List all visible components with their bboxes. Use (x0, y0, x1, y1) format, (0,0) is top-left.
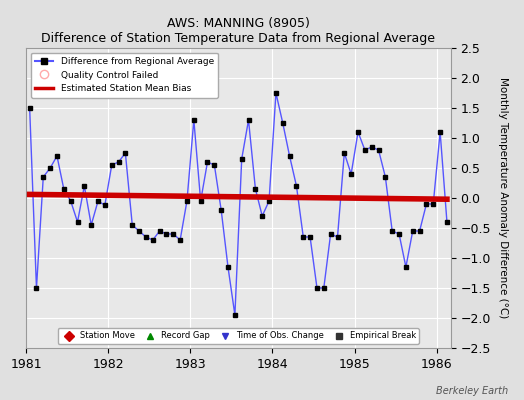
Y-axis label: Monthly Temperature Anomaly Difference (°C): Monthly Temperature Anomaly Difference (… (497, 77, 508, 319)
Title: AWS: MANNING (8905)
Difference of Station Temperature Data from Regional Average: AWS: MANNING (8905) Difference of Statio… (41, 18, 435, 46)
Legend: Station Move, Record Gap, Time of Obs. Change, Empirical Break: Station Move, Record Gap, Time of Obs. C… (58, 328, 419, 344)
Text: Berkeley Earth: Berkeley Earth (436, 386, 508, 396)
